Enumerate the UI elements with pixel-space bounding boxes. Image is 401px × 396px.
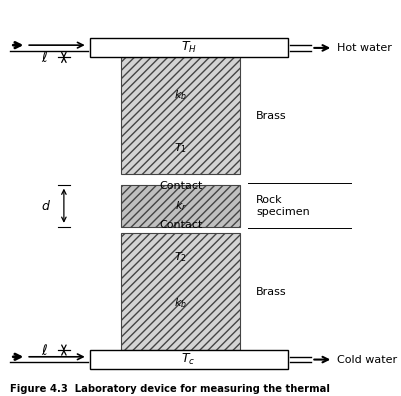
Bar — [89, 38, 288, 57]
Text: $T_c$: $T_c$ — [182, 352, 196, 367]
Text: $k_b$: $k_b$ — [174, 297, 187, 310]
Text: Contact: Contact — [159, 220, 203, 230]
Text: Figure 4.3  Laboratory device for measuring the thermal: Figure 4.3 Laboratory device for measuri… — [10, 384, 330, 394]
Bar — [89, 350, 288, 369]
Text: Contact: Contact — [159, 181, 203, 191]
Text: $d$: $d$ — [41, 199, 51, 213]
Text: $\ell$: $\ell$ — [41, 343, 48, 358]
Text: $T_H$: $T_H$ — [180, 40, 196, 55]
Text: $\ell$: $\ell$ — [41, 50, 48, 65]
Text: Rock
specimen: Rock specimen — [256, 194, 310, 217]
Text: $k_b$: $k_b$ — [174, 88, 187, 102]
Text: Brass: Brass — [256, 287, 287, 297]
Text: Brass: Brass — [256, 111, 287, 121]
Text: $T_1$: $T_1$ — [174, 142, 187, 156]
Bar — [121, 233, 240, 350]
Bar — [121, 185, 240, 227]
Bar — [121, 57, 240, 174]
Text: $k_r$: $k_r$ — [175, 199, 187, 213]
Text: Cold water: Cold water — [337, 354, 397, 365]
Text: Hot water: Hot water — [337, 43, 392, 53]
Text: $T_2$: $T_2$ — [174, 250, 187, 263]
